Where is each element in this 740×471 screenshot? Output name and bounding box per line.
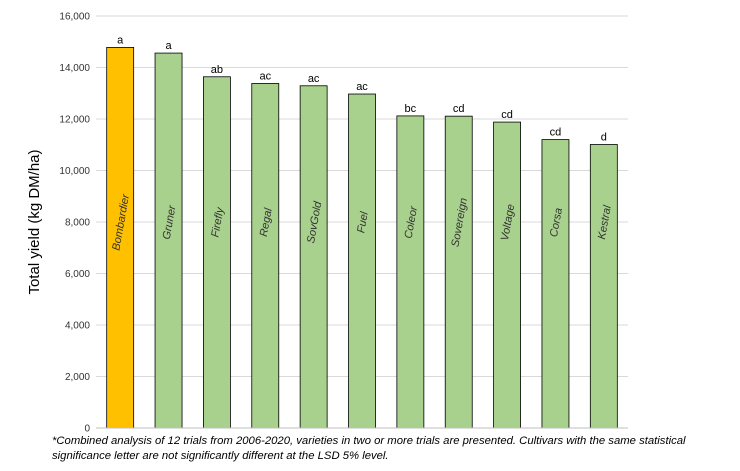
significance-labels: a a ab ac ac ac bc cd cd cd d <box>117 34 607 143</box>
significance-letter: ab <box>211 64 223 76</box>
y-tick-label: 14,000 <box>59 63 90 74</box>
category-label: Firefly <box>209 205 226 238</box>
y-tick-label: 0 <box>84 424 90 433</box>
category-label: Kestral <box>596 204 614 240</box>
significance-letter: ac <box>259 70 271 82</box>
significance-letter: ac <box>356 81 368 93</box>
bar-chart: 0 2,000 4,000 6,000 8,000 10,000 12,000 14,000 1… <box>26 12 628 433</box>
bar-firefly <box>203 76 231 429</box>
category-label: Regal <box>258 207 275 238</box>
bar-coleor <box>396 115 425 429</box>
category-label: Corsa <box>548 207 565 238</box>
category-label: Fuel <box>355 210 371 234</box>
significance-letter: cd <box>453 103 465 115</box>
bars <box>106 47 618 429</box>
y-axis-ticks: 0 2,000 4,000 6,000 8,000 10,000 12,000 14,000 1… <box>59 12 90 433</box>
y-tick-label: 16,000 <box>59 12 90 23</box>
significance-letter: cd <box>550 127 562 139</box>
bar-sovgold <box>299 85 328 429</box>
y-tick-label: 2,000 <box>65 372 90 383</box>
y-tick-label: 8,000 <box>65 218 90 229</box>
bar-voltage <box>493 121 521 429</box>
bar-bombardier <box>106 47 135 429</box>
bar-kestral <box>589 144 618 429</box>
significance-letter: cd <box>501 109 513 121</box>
significance-letter: ac <box>308 73 320 85</box>
y-tick-label: 10,000 <box>59 166 90 177</box>
significance-letter: a <box>117 34 124 46</box>
category-label: Coleor <box>403 204 421 239</box>
significance-letter: d <box>601 131 607 143</box>
y-tick-label: 12,000 <box>59 115 90 126</box>
bar-corsa <box>541 139 570 429</box>
bar-gruner <box>154 52 183 429</box>
footnote: *Combined analysis of 12 trials from 200… <box>52 435 686 462</box>
y-axis-label: Total yield (kg DM/ha) <box>26 149 43 294</box>
y-tick-label: 6,000 <box>65 269 90 280</box>
y-tick-label: 4,000 <box>65 321 90 332</box>
bar-regal <box>251 83 280 429</box>
significance-letter: bc <box>405 103 417 115</box>
significance-letter: a <box>165 40 172 52</box>
bar-sovereign <box>444 115 473 429</box>
bar-fuel <box>348 93 376 429</box>
